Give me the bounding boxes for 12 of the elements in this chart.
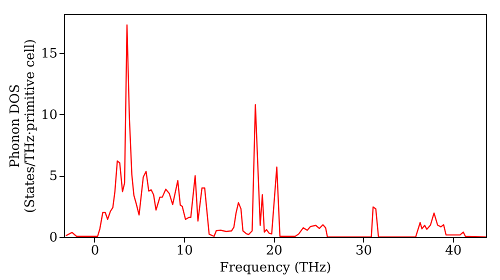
x-axis-title: Frequency (THz) [220,260,332,276]
y-tick-label: 0 [49,230,58,246]
y-tick-label: 10 [40,108,58,123]
x-tick-label: 30 [355,244,372,258]
x-tick-label: 0 [90,244,100,258]
y-axis-title: Phonon DOS (States/THz·primitive cell) [8,38,38,214]
x-tick-label: 20 [266,244,282,258]
x-tick-label: 40 [445,244,462,258]
y-tick-label: 5 [49,169,58,184]
y-tick-label: 15 [40,46,58,62]
line-series [65,24,486,237]
x-tick-label: 10 [176,244,193,258]
